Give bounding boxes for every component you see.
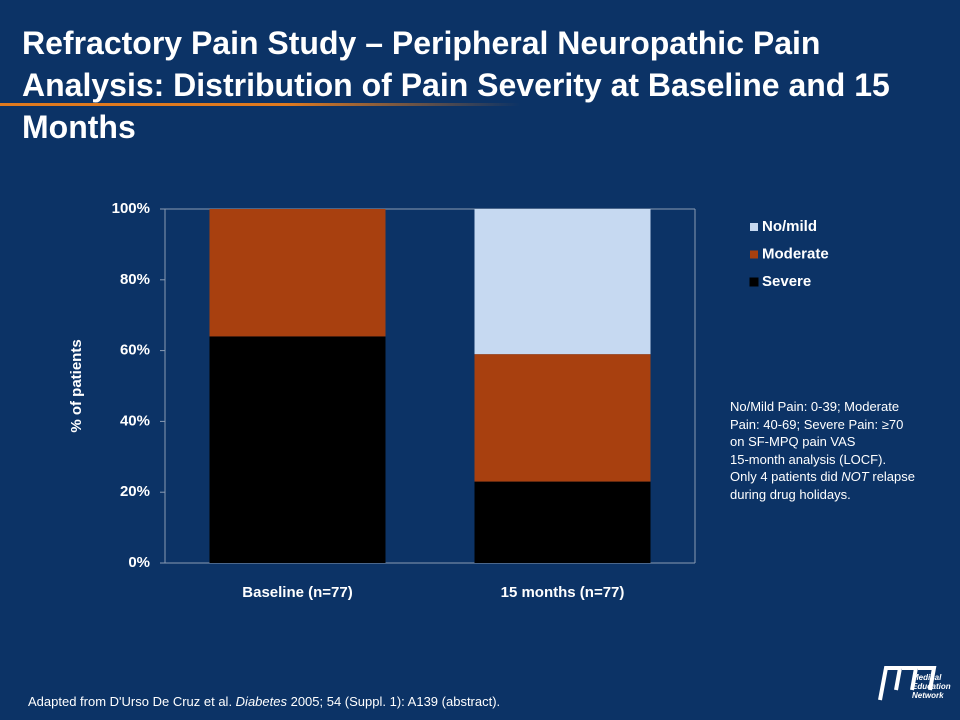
bar-segment: [209, 209, 386, 337]
bar-segment: [474, 354, 651, 482]
title-rule: [0, 103, 520, 106]
legend-label: Moderate: [762, 245, 829, 262]
x-tick-label: 15 months (n=77): [501, 584, 625, 601]
note-line: No/Mild Pain: 0-39; Moderate Pain: 40-69…: [730, 399, 904, 449]
note: No/Mild Pain: 0-39; Moderate Pain: 40-69…: [730, 398, 915, 503]
note-line: 15-month analysis (LOCF). Only 4 patient…: [730, 451, 915, 504]
footnote-text: 2005; 54 (Suppl. 1): A139 (abstract).: [286, 694, 501, 709]
y-tick-label: 80%: [120, 271, 150, 288]
y-tick-label: 60%: [120, 342, 150, 359]
logo: Medical Education Network: [878, 666, 951, 701]
note-text: 15-month analysis (LOCF). Only 4 patient…: [730, 451, 887, 485]
logo-mark: [878, 666, 937, 701]
bar-segment: [209, 336, 386, 563]
x-tick-label: Baseline (n=77): [242, 584, 352, 601]
slide-title: Refractory Pain Study – Peripheral Neuro…: [22, 25, 890, 145]
legend-label: No/mild: [762, 218, 817, 235]
legend-swatch: [749, 277, 759, 287]
note-text: relapse during drug holidays.: [730, 469, 915, 502]
y-tick-label: 100%: [112, 200, 150, 217]
y-axis-label: % of patients: [68, 339, 85, 432]
y-tick-label: 0%: [128, 554, 150, 571]
legend-swatch: [750, 250, 758, 259]
bar-segment: [474, 209, 651, 355]
footnote-journal: Diabetes: [235, 694, 287, 709]
y-tick-label: 20%: [120, 483, 150, 500]
logo-text: Education: [912, 682, 951, 691]
legend-label: Severe: [762, 273, 811, 290]
logo-text: Medical: [912, 673, 942, 682]
footnote-text: Adapted from D'Urso De Cruz et al.: [28, 694, 236, 709]
logo-text: Network: [912, 691, 944, 700]
y-tick-label: 40%: [120, 412, 150, 429]
legend-swatch: [750, 223, 758, 231]
footnote: Adapted from D'Urso De Cruz et al. Diabe…: [28, 694, 500, 709]
note-emphasis: NOT: [841, 469, 869, 484]
bar-segment: [474, 481, 651, 563]
